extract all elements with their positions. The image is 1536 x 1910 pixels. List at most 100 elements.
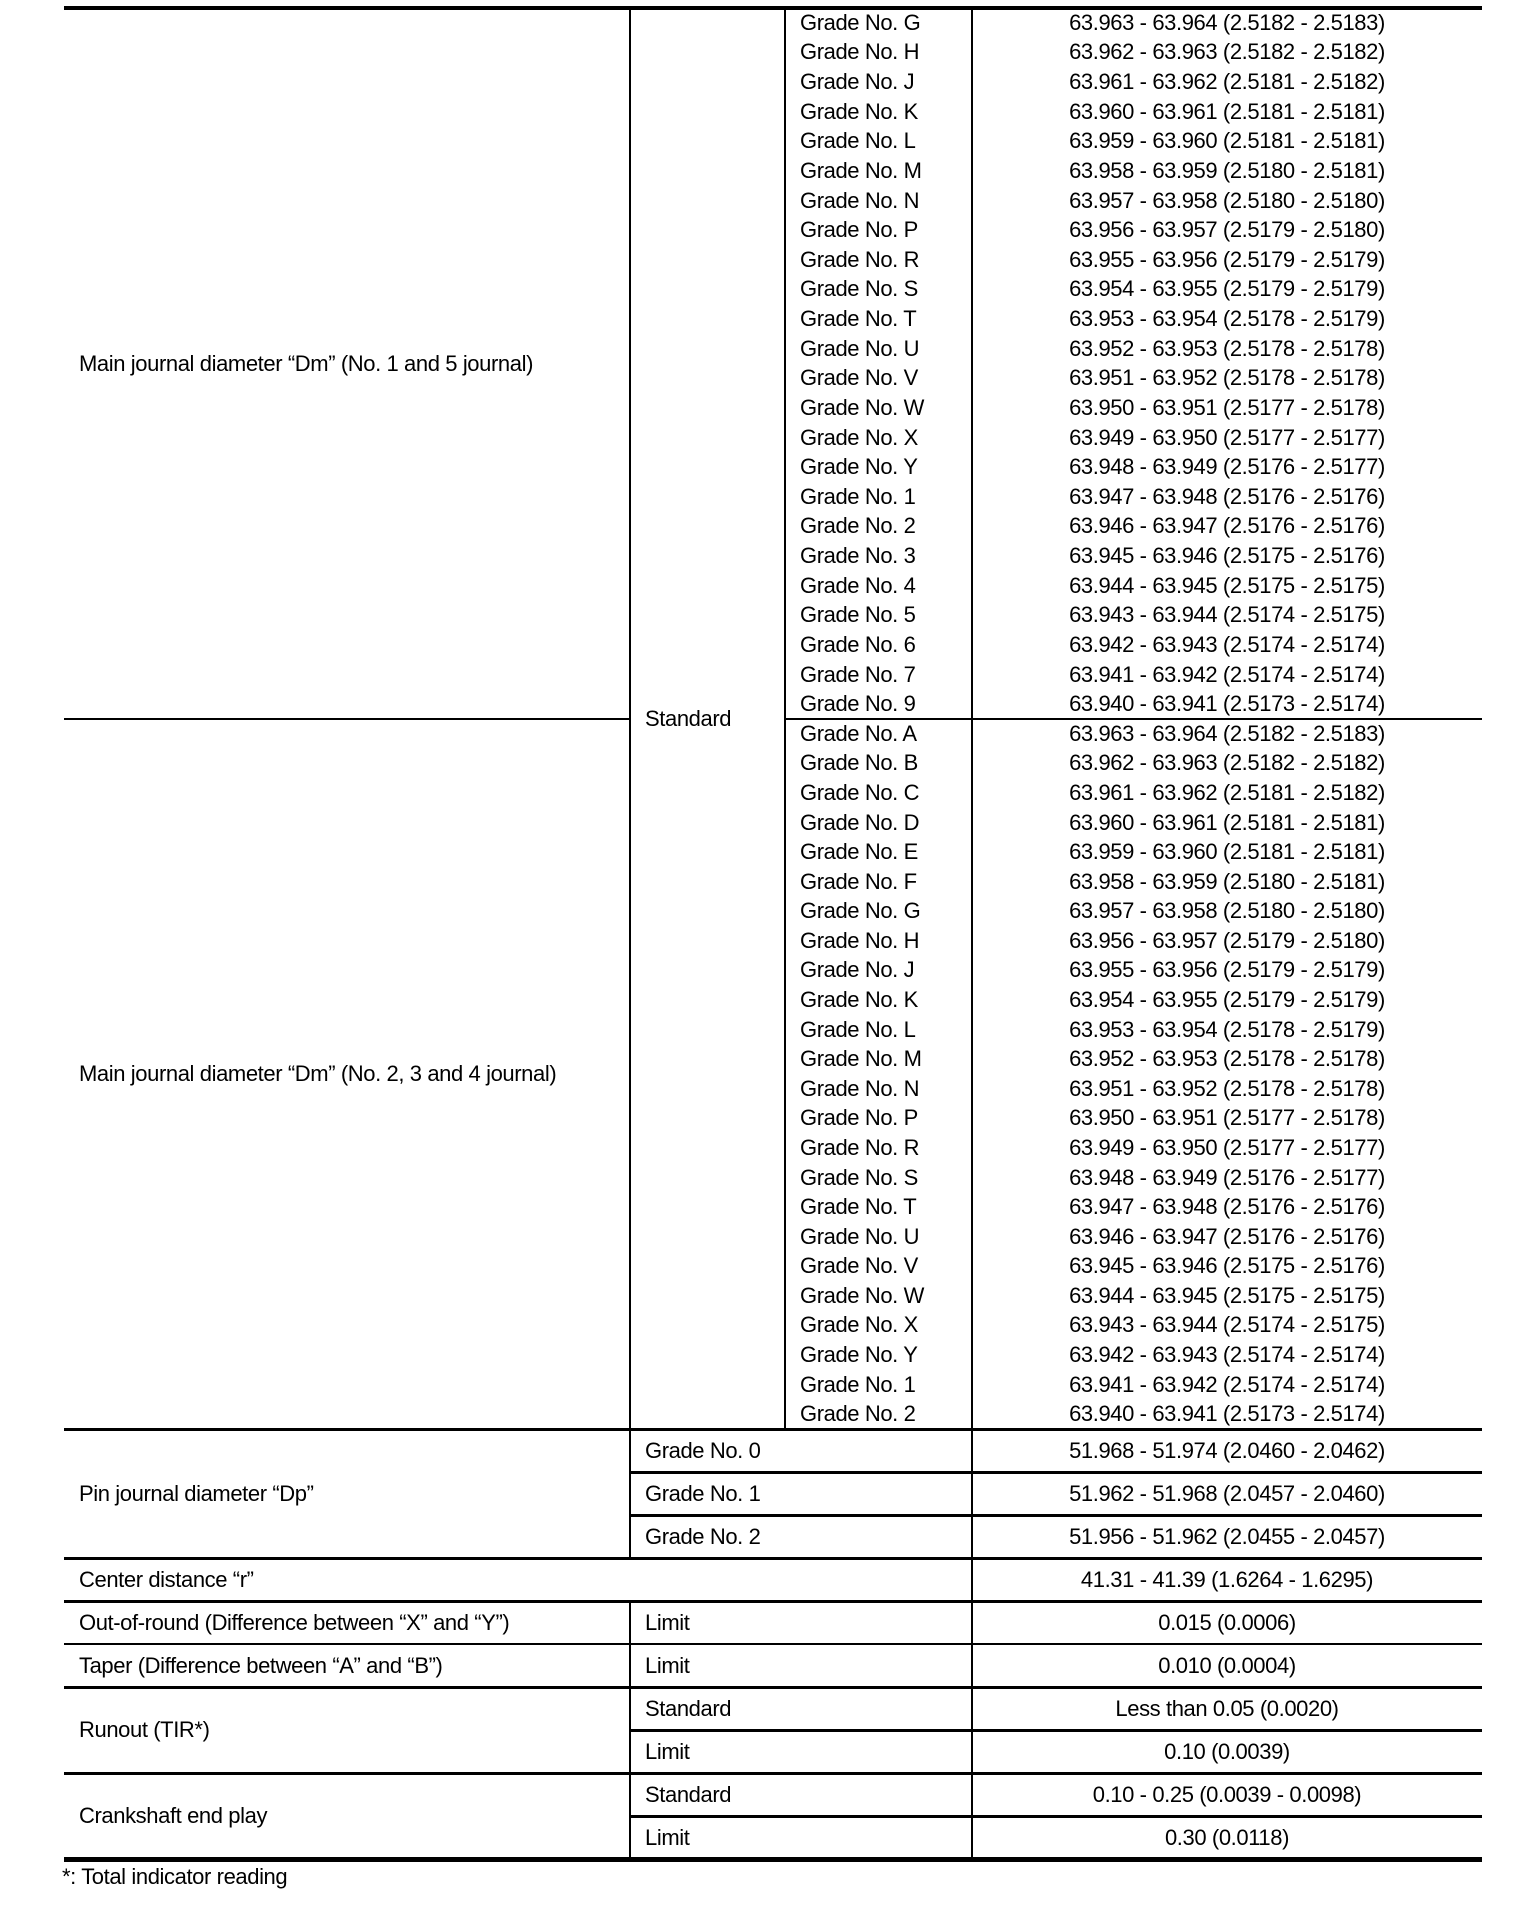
condition-label: Standard <box>645 705 732 731</box>
rule-line <box>64 1599 1482 1603</box>
grade-label: Grade No. W <box>800 394 924 420</box>
center-distance-value: 41.31 - 41.39 (1.6264 - 1.6295) <box>1080 1566 1374 1592</box>
rule-line <box>64 1556 1482 1560</box>
taper-value: 0.010 (0.0004) <box>1158 1652 1296 1678</box>
diameter-value: 63.960 - 63.961 (2.5181 - 2.5181) <box>1069 98 1385 124</box>
diameter-value: 63.946 - 63.947 (2.5176 - 2.5176) <box>1069 513 1385 539</box>
diameter-value: 63.955 - 63.956 (2.5179 - 2.5179) <box>1069 957 1385 983</box>
grade-label: Grade No. M <box>800 157 922 183</box>
rule-line <box>64 1643 1482 1645</box>
grade-label: Grade No. U <box>800 1223 920 1249</box>
grade-label: Grade No. 0 <box>645 1437 761 1463</box>
diameter-value: 63.941 - 63.942 (2.5174 - 2.5174) <box>1069 661 1385 687</box>
diameter-value: 63.947 - 63.948 (2.5176 - 2.5176) <box>1069 483 1385 509</box>
diameter-value: 63.949 - 63.950 (2.5177 - 2.5177) <box>1069 1134 1385 1160</box>
column-line <box>629 8 631 1558</box>
diameter-value: 63.958 - 63.959 (2.5180 - 2.5181) <box>1069 157 1385 183</box>
taper-label: Taper (Difference between “A” and “B”) <box>79 1652 443 1678</box>
grade-label: Grade No. U <box>800 335 920 361</box>
diameter-value: 63.956 - 63.957 (2.5179 - 2.5180) <box>1069 217 1385 243</box>
out-of-round-value: 0.015 (0.0006) <box>1158 1609 1296 1635</box>
diameter-value: 63.959 - 63.960 (2.5181 - 2.5181) <box>1069 128 1385 154</box>
runout-value: Less than 0.05 (0.0020) <box>1115 1695 1339 1721</box>
grade-label: Grade No. S <box>800 276 918 302</box>
grade-label: Grade No. P <box>800 217 918 243</box>
grade-label: Grade No. R <box>800 1134 920 1160</box>
main-journal-label: Main journal diameter “Dm” (No. 1 and 5 … <box>79 350 533 376</box>
rule-line <box>630 1513 1482 1517</box>
grade-label: Grade No. 1 <box>800 483 916 509</box>
grade-label: Grade No. L <box>800 1016 916 1042</box>
rule-line <box>630 1814 1482 1818</box>
grade-label: Grade No. S <box>800 1164 918 1190</box>
rule-line <box>64 1685 1482 1689</box>
diameter-value: 63.955 - 63.956 (2.5179 - 2.5179) <box>1069 246 1385 272</box>
diameter-value: 63.946 - 63.947 (2.5176 - 2.5176) <box>1069 1223 1385 1249</box>
grade-label: Grade No. F <box>800 868 917 894</box>
grade-label: Grade No. 2 <box>645 1523 761 1549</box>
grade-label: Grade No. 1 <box>800 1371 916 1397</box>
rule-line <box>64 6 1482 10</box>
end-play-value: 0.10 - 0.25 (0.0039 - 0.0098) <box>1092 1781 1362 1807</box>
diameter-value: 63.948 - 63.949 (2.5176 - 2.5177) <box>1069 1164 1385 1190</box>
rule-line <box>630 1728 1482 1732</box>
condition-label: Standard <box>645 1695 732 1721</box>
diameter-value: 63.958 - 63.959 (2.5180 - 2.5181) <box>1069 868 1385 894</box>
grade-label: Grade No. V <box>800 365 918 391</box>
grade-label: Grade No. G <box>800 898 921 924</box>
grade-label: Grade No. G <box>800 9 921 35</box>
grade-label: Grade No. K <box>800 98 918 124</box>
diameter-value: 63.961 - 63.962 (2.5181 - 2.5182) <box>1069 69 1385 95</box>
rule-line <box>64 718 630 720</box>
diameter-value: 63.950 - 63.951 (2.5177 - 2.5178) <box>1069 394 1385 420</box>
diameter-value: 63.950 - 63.951 (2.5177 - 2.5178) <box>1069 1105 1385 1131</box>
diameter-value: 63.953 - 63.954 (2.5178 - 2.5179) <box>1069 306 1385 332</box>
diameter-value: 63.963 - 63.964 (2.5182 - 2.5183) <box>1069 720 1385 746</box>
grade-label: Grade No. D <box>800 809 920 835</box>
diameter-value: 63.959 - 63.960 (2.5181 - 2.5181) <box>1069 839 1385 865</box>
grade-label: Grade No. L <box>800 128 916 154</box>
grade-label: Grade No. R <box>800 246 920 272</box>
diameter-value: 63.957 - 63.958 (2.5180 - 2.5180) <box>1069 898 1385 924</box>
grade-label: Grade No. W <box>800 1282 924 1308</box>
diameter-value: 63.951 - 63.952 (2.5178 - 2.5178) <box>1069 365 1385 391</box>
column-line <box>971 8 973 1859</box>
diameter-value: 63.943 - 63.944 (2.5174 - 2.5175) <box>1069 602 1385 628</box>
diameter-value: 63.954 - 63.955 (2.5179 - 2.5179) <box>1069 987 1385 1013</box>
end-play-label: Crankshaft end play <box>79 1803 268 1828</box>
grade-label: Grade No. C <box>800 779 920 805</box>
diameter-value: 63.944 - 63.945 (2.5175 - 2.5175) <box>1069 572 1385 598</box>
rule-line <box>785 718 1482 720</box>
center-distance-label: Center distance “r” <box>79 1566 254 1592</box>
grade-label: Grade No. 6 <box>800 631 916 657</box>
grade-label: Grade No. N <box>800 187 920 213</box>
diameter-value: 63.942 - 63.943 (2.5174 - 2.5174) <box>1069 631 1385 657</box>
rule-line <box>64 1427 1482 1431</box>
diameter-value: 63.956 - 63.957 (2.5179 - 2.5180) <box>1069 927 1385 953</box>
diameter-value: 63.961 - 63.962 (2.5181 - 2.5182) <box>1069 779 1385 805</box>
diameter-value: 63.953 - 63.954 (2.5178 - 2.5179) <box>1069 1016 1385 1042</box>
condition-label: Limit <box>645 1738 690 1764</box>
diameter-value: 63.952 - 63.953 (2.5178 - 2.5178) <box>1069 1046 1385 1072</box>
grade-label: Grade No. B <box>800 750 918 776</box>
grade-label: Grade No. 3 <box>800 543 916 569</box>
grade-label: Grade No. X <box>800 424 918 450</box>
grade-label: Grade No. H <box>800 39 920 65</box>
grade-label: Grade No. Y <box>800 454 918 480</box>
footnote: *: Total indicator reading <box>62 1864 288 1889</box>
grade-label: Grade No. E <box>800 839 918 865</box>
diameter-value: 51.962 - 51.968 (2.0457 - 2.0460) <box>1069 1480 1385 1506</box>
grade-label: Grade No. K <box>800 987 918 1013</box>
rule-line <box>64 1856 1482 1862</box>
diameter-value: 51.968 - 51.974 (2.0460 - 2.0462) <box>1069 1437 1385 1463</box>
condition-label: Limit <box>645 1824 690 1850</box>
diameter-value: 51.956 - 51.962 (2.0455 - 2.0457) <box>1069 1523 1385 1549</box>
diameter-value: 63.949 - 63.950 (2.5177 - 2.5177) <box>1069 424 1385 450</box>
runout-label: Runout (TIR*) <box>79 1717 210 1742</box>
grade-label: Grade No. Y <box>800 1342 918 1368</box>
column-line <box>629 1601 631 1859</box>
grade-label: Grade No. 1 <box>645 1480 761 1506</box>
grade-label: Grade No. H <box>800 927 920 953</box>
grade-label: Grade No. N <box>800 1075 920 1101</box>
diameter-value: 63.943 - 63.944 (2.5174 - 2.5175) <box>1069 1312 1385 1338</box>
